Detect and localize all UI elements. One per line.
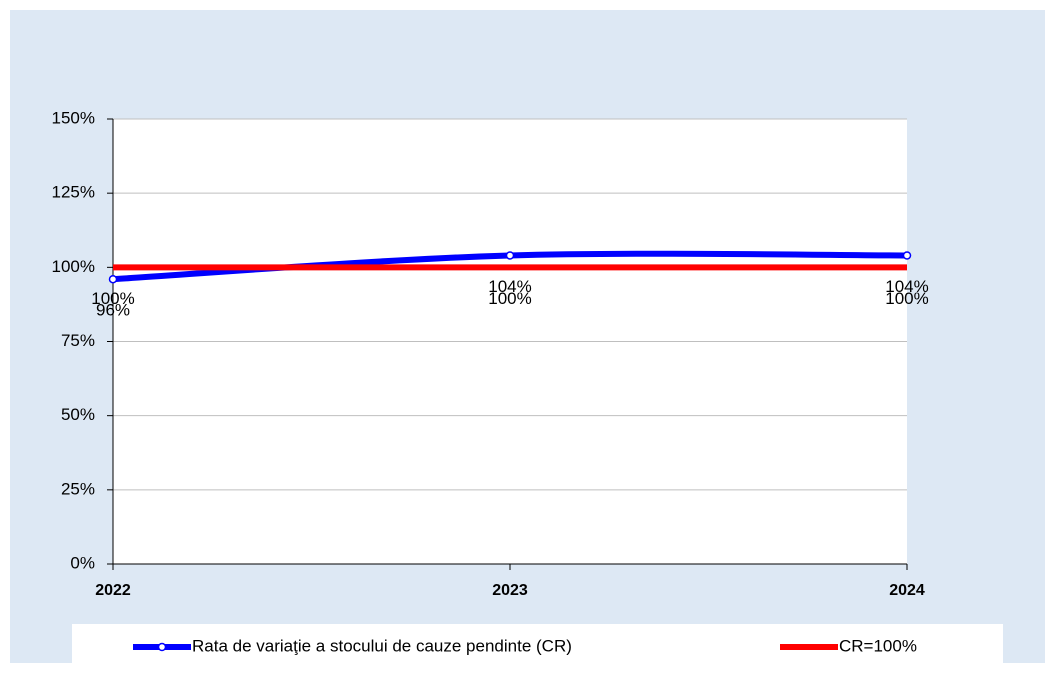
- y-tick-label: 150%: [52, 108, 95, 127]
- point-marker: [902, 251, 912, 260]
- data-label: 100%: [91, 289, 134, 308]
- y-tick-label: 75%: [61, 331, 95, 350]
- legend-label: CR=100%: [839, 636, 917, 655]
- x-tick-label: 2022: [95, 582, 131, 599]
- data-label: 104%: [885, 277, 928, 296]
- data-label: 100%: [488, 289, 531, 308]
- y-tick-label: 50%: [61, 405, 95, 424]
- point-marker: [108, 274, 118, 284]
- x-tick-label: 2023: [492, 582, 528, 599]
- y-tick-label: 0%: [70, 553, 95, 572]
- legend-marker: [157, 642, 167, 652]
- data-label: 104%: [488, 277, 531, 296]
- point-marker: [505, 251, 515, 260]
- legend: [72, 624, 1003, 667]
- x-tick-label: 2024: [889, 582, 925, 599]
- data-label: 96%: [96, 301, 130, 320]
- y-tick-label: 25%: [61, 479, 95, 498]
- y-tick-label: 100%: [52, 257, 95, 276]
- data-label: 100%: [885, 289, 928, 308]
- y-tick-label: 125%: [52, 183, 95, 202]
- legend-label: Rata de variaţie a stocului de cauze pen…: [192, 636, 572, 655]
